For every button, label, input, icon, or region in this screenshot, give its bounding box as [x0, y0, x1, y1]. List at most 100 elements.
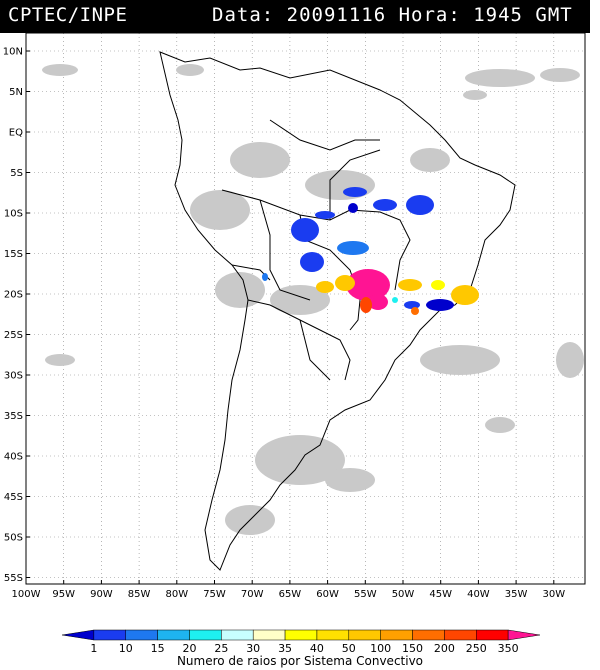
convective-cell: [316, 281, 334, 293]
convective-cell: [262, 273, 268, 281]
lon-label: 35W: [505, 589, 528, 600]
convective-cell: [406, 195, 434, 215]
legend-tick-label: 1: [90, 642, 97, 654]
legend-tick-label: 150: [402, 642, 423, 654]
lat-labels: 10N 5N EQ 5S 10S 15S 20S 25S 30S 35S 40S 45S 50S 55S: [3, 47, 23, 585]
cloud-patch: [540, 68, 580, 82]
lon-label: 80W: [165, 589, 188, 600]
lon-label: 75W: [203, 589, 226, 600]
legend-swatch: [476, 629, 509, 641]
cloud-patch: [270, 285, 330, 315]
legend-swatch: [316, 629, 350, 641]
country-borders: [221, 119, 411, 381]
map-header: CPTEC/INPE Data: 20091116 Hora: 1945 GMT: [0, 0, 590, 33]
cloud-patch: [325, 468, 375, 492]
legend-tick-label: 20: [182, 642, 196, 654]
lat-label: 25S: [4, 330, 23, 341]
legend-swatch: [348, 629, 381, 641]
cloud-patches: [42, 64, 584, 535]
map-panel: 10N5NEQ5S10S15S20S25S30S35S40S45S50S55S …: [3, 33, 586, 600]
cloud-patch: [463, 90, 487, 100]
cloud-patch: [410, 148, 450, 172]
legend-swatch: [412, 629, 445, 641]
lon-label: 30W: [542, 589, 565, 600]
convective-cell: [291, 218, 319, 242]
legend-swatch: [189, 629, 222, 641]
cloud-patch: [255, 435, 345, 485]
lat-label: 45S: [4, 492, 23, 503]
convective-cell: [431, 280, 445, 290]
legend-swatch: [380, 629, 413, 641]
convective-cells: [262, 187, 479, 315]
lon-label: 70W: [241, 589, 264, 600]
convective-cell: [411, 307, 419, 315]
legend-tick-label: 200: [434, 642, 455, 654]
cloud-patch: [190, 190, 250, 230]
cloud-patch: [45, 354, 75, 366]
legend-tick-label: 25: [214, 642, 228, 654]
legend-tick-label: 10: [119, 642, 133, 654]
cloud-patch: [465, 69, 535, 87]
convective-cell: [348, 203, 358, 213]
lat-label: 40S: [4, 452, 23, 463]
legend-swatch: [157, 629, 190, 641]
convective-cell: [392, 297, 398, 303]
legend-tick-label: 250: [466, 642, 487, 654]
legend-swatch: [507, 629, 541, 641]
legend-swatch: [93, 629, 126, 641]
lat-label: 50S: [4, 533, 23, 544]
convective-cell: [404, 301, 420, 309]
header-date-time: Data: 20091116 Hora: 1945 GMT: [212, 4, 573, 26]
legend-swatch: [284, 629, 318, 641]
legend-tick-label: 35: [278, 642, 292, 654]
lon-label: 65W: [279, 589, 302, 600]
legend-tick-label: 30: [246, 642, 260, 654]
lon-label: 100W: [12, 589, 41, 600]
convective-cell: [300, 252, 324, 272]
legend-swatch: [125, 629, 158, 641]
cloud-patch: [42, 64, 78, 76]
lat-label: 15S: [4, 249, 23, 260]
cloud-patch: [420, 345, 500, 375]
convective-cell: [346, 269, 390, 301]
cloud-patch: [556, 342, 584, 378]
convective-cell: [368, 294, 388, 310]
cloud-patch: [230, 142, 290, 178]
lon-label: 40W: [467, 589, 490, 600]
lat-label: 5N: [9, 87, 23, 98]
legend-tick-label: 50: [342, 642, 356, 654]
convective-cell: [373, 199, 397, 211]
cloud-patch: [215, 272, 265, 308]
cloud-patch: [485, 417, 515, 433]
lon-label: 50W: [392, 589, 415, 600]
cloud-patch: [176, 64, 204, 76]
lat-label: 20S: [4, 290, 23, 301]
lat-label: 10N: [3, 47, 23, 58]
lat-label: 10S: [4, 209, 23, 220]
convective-cell: [337, 241, 369, 255]
lon-label: 90W: [90, 589, 113, 600]
header-organization: CPTEC/INPE: [8, 4, 128, 26]
lat-lon-grid: [25, 33, 585, 584]
lon-label: 60W: [316, 589, 339, 600]
legend-tick-label: 15: [151, 642, 165, 654]
convective-cell: [426, 299, 454, 311]
lon-label: 95W: [52, 589, 75, 600]
convective-cell: [315, 211, 335, 219]
legend-tick-label: 100: [370, 642, 391, 654]
legend-tick-label: 350: [498, 642, 519, 654]
convective-cell: [398, 279, 422, 291]
convective-cell: [335, 275, 355, 291]
lat-label: 5S: [10, 168, 23, 179]
legend-swatch: [444, 629, 477, 641]
lon-labels: 100W 95W 90W 85W 80W 75W 70W 65W 60W 55W 50W 45W 40W…: [12, 589, 566, 600]
lat-label: 35S: [4, 411, 23, 422]
lon-label: 45W: [429, 589, 452, 600]
legend-swatch: [221, 629, 254, 641]
color-legend: 1 10 15 20 25 30 35 40 50 100 150 200 250 350: [61, 629, 541, 654]
legend-caption: Numero de raios por Sistema Convectivo: [176, 654, 424, 668]
convective-cell: [451, 285, 479, 305]
lat-label: EQ: [9, 128, 23, 139]
south-america-coastline: [159, 51, 516, 571]
convective-cell: [360, 297, 372, 313]
